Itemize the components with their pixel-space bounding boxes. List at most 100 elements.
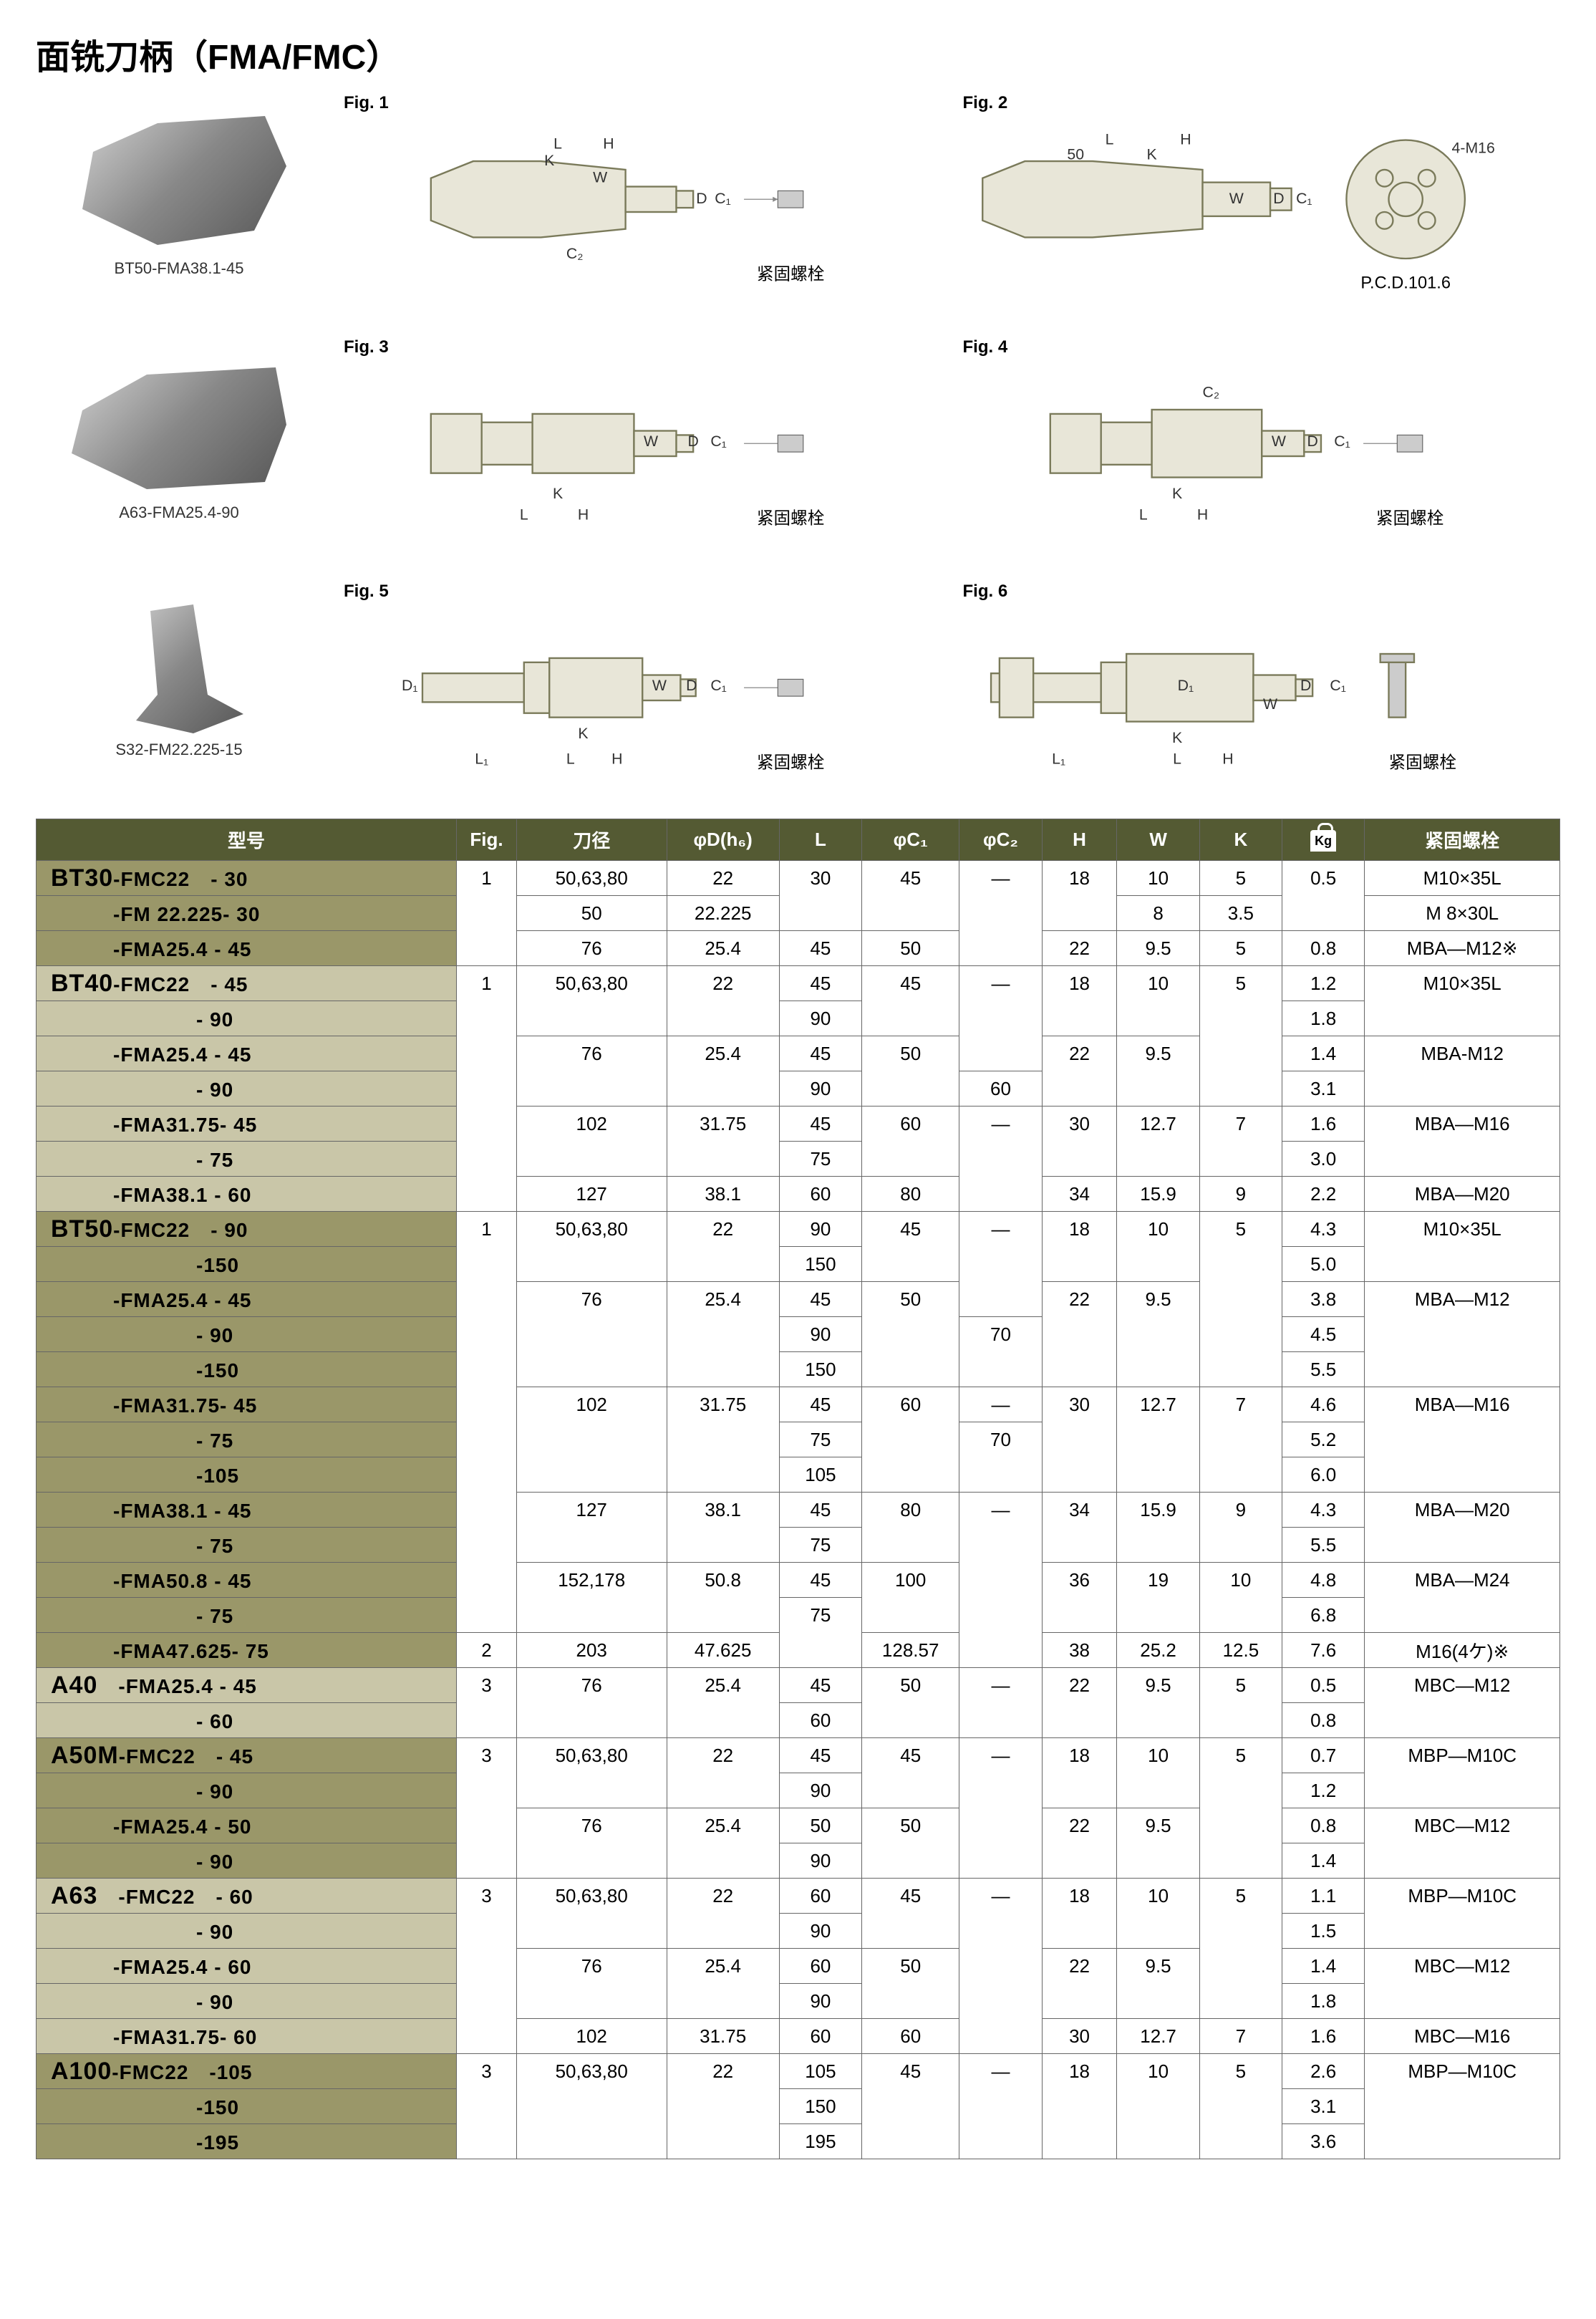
data-cell xyxy=(862,1352,959,1387)
table-row: -FMA47.625- 75220347.625128.573825.212.5… xyxy=(37,1633,1560,1668)
data-cell: 10 xyxy=(1117,1212,1199,1247)
data-cell xyxy=(779,896,861,931)
data-cell xyxy=(1042,1843,1117,1879)
data-cell xyxy=(1365,1352,1560,1387)
data-cell xyxy=(1365,1317,1560,1352)
data-cell: 90 xyxy=(779,1773,861,1808)
model-cell: - 75 xyxy=(37,1598,457,1633)
data-cell: 60 xyxy=(779,2019,861,2054)
data-cell xyxy=(959,1001,1042,1036)
data-cell: 25.4 xyxy=(667,931,779,966)
data-cell: 22 xyxy=(1042,931,1117,966)
data-cell: 4.8 xyxy=(1282,1563,1365,1598)
data-cell xyxy=(516,1457,667,1493)
data-cell: MBA—M16 xyxy=(1365,1387,1560,1422)
table-row: - 90901.8 xyxy=(37,1001,1560,1036)
data-cell: 50 xyxy=(862,1808,959,1843)
data-cell: 50 xyxy=(862,1036,959,1071)
data-cell: 22 xyxy=(1042,1036,1117,1071)
data-cell: 50,63,80 xyxy=(516,861,667,896)
product-label-3: S32-FM22.225-15 xyxy=(115,741,242,759)
fig-5: Fig. 5 D₁ WDC₁ K L₁LH 紧固螺栓 xyxy=(344,582,942,797)
data-cell xyxy=(1199,1843,1282,1879)
data-cell xyxy=(1199,1317,1282,1352)
data-cell: 60 xyxy=(779,1703,861,1738)
data-cell xyxy=(1365,1914,1560,1949)
data-cell: 45 xyxy=(779,1036,861,1071)
svg-text:K: K xyxy=(544,152,554,169)
data-cell: 0.8 xyxy=(1282,1808,1365,1843)
svg-text:H: H xyxy=(1180,130,1191,148)
col-header: H xyxy=(1042,819,1117,861)
data-cell xyxy=(862,1457,959,1493)
data-cell xyxy=(1365,2124,1560,2159)
data-cell xyxy=(457,931,517,966)
data-cell xyxy=(959,1984,1042,2019)
data-cell: 19 xyxy=(1117,1563,1199,1598)
data-cell xyxy=(667,1703,779,1738)
data-cell: 90 xyxy=(779,1212,861,1247)
model-cell: -FMA25.4 - 50 xyxy=(37,1808,457,1843)
table-row: BT50-FMC22 - 90150,63,80229045—181054.3M… xyxy=(37,1212,1560,1247)
data-cell: 1 xyxy=(457,861,517,896)
col-header: Fig. xyxy=(457,819,517,861)
data-cell xyxy=(1365,2089,1560,2124)
data-cell xyxy=(457,1107,517,1142)
data-cell: 76 xyxy=(516,1949,667,1984)
data-cell xyxy=(959,896,1042,931)
data-cell xyxy=(457,1914,517,1949)
table-row: -FMA31.75- 4510231.754560—3012.771.6MBA—… xyxy=(37,1107,1560,1142)
data-cell xyxy=(779,1633,861,1668)
fig-4: Fig. 4 C₂ WDC₁ K LH 紧固螺栓 xyxy=(963,337,1561,553)
data-cell: 45 xyxy=(862,1738,959,1773)
model-cell: -195 xyxy=(37,2124,457,2159)
data-cell: 105 xyxy=(779,2054,861,2089)
data-cell: 5 xyxy=(1199,1738,1282,1773)
data-cell: 9.5 xyxy=(1117,931,1199,966)
table-row: BT40-FMC22 - 45150,63,80224545—181051.2M… xyxy=(37,966,1560,1001)
data-cell xyxy=(667,2124,779,2159)
data-cell: 60 xyxy=(779,1177,861,1212)
data-cell xyxy=(516,1247,667,1282)
data-cell xyxy=(1199,1247,1282,1282)
data-cell: 25.2 xyxy=(1117,1633,1199,1668)
data-cell: 5 xyxy=(1199,1879,1282,1914)
table-row: - 75756.8 xyxy=(37,1598,1560,1633)
data-cell xyxy=(457,1001,517,1036)
data-cell: MBA-M12 xyxy=(1365,1036,1560,1071)
data-cell xyxy=(516,1001,667,1036)
data-cell: 15.9 xyxy=(1117,1493,1199,1528)
data-cell xyxy=(1365,1598,1560,1633)
data-cell xyxy=(1042,1422,1117,1457)
table-row: -FMA38.1 - 4512738.14580—3415.994.3MBA—M… xyxy=(37,1493,1560,1528)
svg-text:H: H xyxy=(578,506,589,524)
data-cell: 50,63,80 xyxy=(516,966,667,1001)
data-cell xyxy=(457,1317,517,1352)
data-cell: 76 xyxy=(516,1282,667,1317)
data-cell xyxy=(959,1843,1042,1879)
data-cell: 3 xyxy=(457,1668,517,1703)
svg-text:L: L xyxy=(553,135,562,152)
data-cell: 45 xyxy=(862,2054,959,2089)
table-row: -FM 22.225- 305022.22583.5M 8×30L xyxy=(37,896,1560,931)
data-cell xyxy=(457,1528,517,1563)
table-row: - 9090704.5 xyxy=(37,1317,1560,1352)
data-cell: MBA—M24 xyxy=(1365,1563,1560,1598)
svg-text:D: D xyxy=(687,433,698,450)
svg-text:L: L xyxy=(1138,506,1147,524)
svg-text:D: D xyxy=(1273,190,1284,207)
data-cell: 45 xyxy=(779,1668,861,1703)
svg-text:C₁: C₁ xyxy=(1296,190,1312,207)
data-cell xyxy=(1117,1422,1199,1457)
data-cell xyxy=(1117,2124,1199,2159)
data-cell: — xyxy=(959,1879,1042,1914)
data-cell: 12.7 xyxy=(1117,2019,1199,2054)
data-cell xyxy=(862,1317,959,1352)
data-cell xyxy=(1199,1282,1282,1317)
data-cell xyxy=(862,1247,959,1282)
model-cell: -FMA31.75- 45 xyxy=(37,1107,457,1142)
col-header: W xyxy=(1117,819,1199,861)
data-cell: 3 xyxy=(457,1738,517,1773)
data-cell xyxy=(667,1422,779,1457)
data-cell xyxy=(1199,1598,1282,1633)
